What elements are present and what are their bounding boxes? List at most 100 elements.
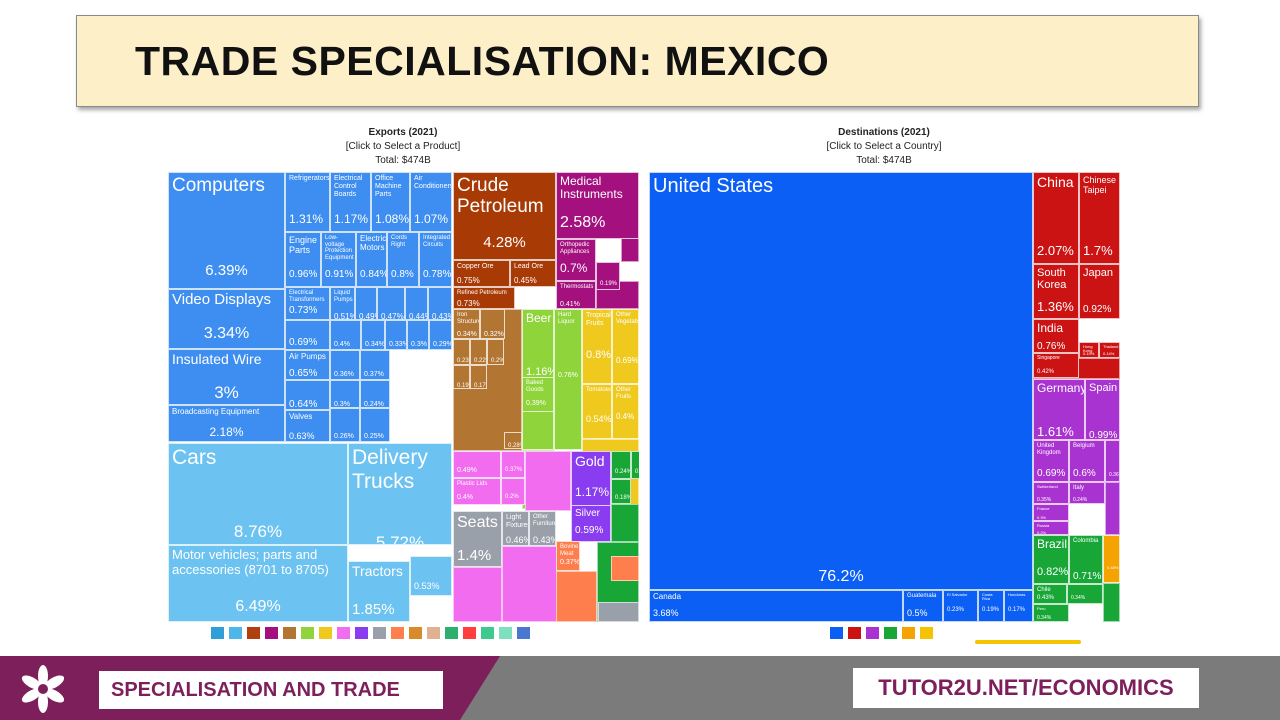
treemap-tile[interactable]: Seats 1.4% bbox=[453, 511, 502, 567]
treemap-tile[interactable]: Singapore 0.42% bbox=[1033, 353, 1079, 378]
metals-icon[interactable] bbox=[282, 626, 297, 640]
treemap-tile[interactable]: Hong Kong 0.19% bbox=[1079, 342, 1099, 358]
treemap-tile[interactable]: Hard Liquor 0.76% bbox=[554, 309, 582, 450]
treemap-tile[interactable]: 0.69% bbox=[285, 320, 330, 350]
treemap-tile[interactable]: Computers 6.39% bbox=[168, 172, 285, 289]
treemap-tile[interactable]: Refrigerators 1.31% bbox=[285, 172, 330, 232]
treemap-tile[interactable]: Japan 0.92% bbox=[1079, 264, 1120, 319]
treemap-tile[interactable]: Iron Structures 0.34% bbox=[453, 309, 480, 339]
treemap-tile[interactable]: United Kingdom 0.69% bbox=[1033, 440, 1069, 482]
precious-icon[interactable] bbox=[354, 626, 369, 640]
timeline-slider[interactable] bbox=[975, 640, 1081, 644]
exports-subtitle[interactable]: [Click to Select a Product] bbox=[345, 141, 461, 152]
destinations-treemap[interactable]: United States 76.2% Canada 3.68% Guatemala 0.… bbox=[649, 172, 1120, 622]
minor-product-cells[interactable] bbox=[453, 567, 502, 622]
minor-product-cells[interactable] bbox=[611, 504, 639, 542]
treemap-tile[interactable]: 0.26% bbox=[330, 408, 360, 442]
south-america-icon[interactable] bbox=[883, 626, 898, 640]
treemap-tile[interactable]: Video Displays 3.34% bbox=[168, 289, 285, 349]
minor-product-cells[interactable] bbox=[611, 556, 639, 581]
treemap-tile[interactable]: 0.2% bbox=[487, 339, 504, 365]
treemap-tile[interactable]: Canada 3.68% bbox=[649, 590, 903, 622]
treemap-tile[interactable]: 0.22% bbox=[470, 339, 487, 365]
treemap-tile[interactable]: Guatemala 0.5% bbox=[903, 590, 943, 622]
paper-icon[interactable] bbox=[444, 626, 459, 640]
treemap-tile[interactable]: Motor vehicles; parts and accessories (8… bbox=[168, 545, 348, 622]
treemap-tile[interactable]: Electric Motors 0.84% bbox=[356, 232, 387, 287]
treemap-tile[interactable]: Crude Petroleum 4.28% bbox=[453, 172, 556, 260]
treemap-tile[interactable]: Tractors 1.85% bbox=[348, 561, 410, 622]
treemap-tile[interactable]: Electrical Control Boards 1.17% bbox=[330, 172, 371, 232]
treemap-tile[interactable]: 0.43% bbox=[428, 287, 452, 320]
treemap-tile[interactable]: Low-voltage Protection Equipment 0.91% bbox=[321, 232, 356, 287]
treemap-tile[interactable]: 0.19% bbox=[596, 262, 620, 290]
treemap-tile[interactable]: 0.19% bbox=[453, 365, 470, 389]
treemap-tile[interactable]: 0.64% bbox=[285, 380, 330, 410]
treemap-tile[interactable]: Orthopedic Appliances 0.7% bbox=[556, 239, 596, 281]
treemap-tile[interactable]: Tomatoes 0.54% bbox=[582, 384, 612, 439]
treemap-tile[interactable]: India 0.76% bbox=[1033, 319, 1079, 353]
oceania-icon[interactable] bbox=[919, 626, 934, 640]
treemap-tile[interactable]: El Salvador 0.23% bbox=[943, 590, 978, 622]
treemap-tile[interactable]: Air Pumps 0.65% bbox=[285, 350, 330, 380]
wood-icon[interactable] bbox=[408, 626, 423, 640]
treemap-tile[interactable]: 0.24% bbox=[360, 380, 390, 408]
treemap-tile[interactable]: Peru 0.34% bbox=[1033, 604, 1069, 622]
treemap-tile[interactable]: 0.47% bbox=[377, 287, 405, 320]
instruments-icon[interactable] bbox=[264, 626, 279, 640]
treemap-tile[interactable]: Lead Ore 0.45% bbox=[510, 260, 556, 287]
weapons-icon[interactable] bbox=[480, 626, 495, 640]
minor-product-cells[interactable] bbox=[598, 602, 639, 622]
treemap-tile[interactable]: Delivery Trucks 5.72% bbox=[348, 443, 452, 545]
art-icon[interactable] bbox=[498, 626, 513, 640]
africa-icon[interactable] bbox=[901, 626, 916, 640]
treemap-tile[interactable]: Bovine Meat 0.37% bbox=[556, 541, 580, 571]
treemap-tile[interactable]: Insulated Wire 3% bbox=[168, 349, 285, 405]
export-category-icons[interactable] bbox=[210, 626, 531, 640]
treemap-tile[interactable]: 0.18% bbox=[611, 479, 631, 504]
treemap-tile[interactable]: 0.4% bbox=[330, 320, 361, 350]
treemap-tile[interactable]: 0.49% bbox=[355, 287, 377, 320]
treemap-tile[interactable]: 0.24% bbox=[611, 451, 631, 479]
treemap-tile[interactable]: Baked Goods 0.39% bbox=[522, 377, 554, 412]
treemap-tile[interactable]: 0.29% bbox=[429, 320, 452, 350]
foodstuffs-icon[interactable] bbox=[300, 626, 315, 640]
treemap-tile[interactable]: Tropical Fruits 0.8% bbox=[582, 309, 612, 384]
treemap-tile[interactable]: 0.32% bbox=[480, 309, 505, 339]
treemap-tile[interactable]: Integrated Circuits 0.78% bbox=[419, 232, 452, 287]
destination-region-icons[interactable] bbox=[829, 626, 934, 640]
treemap-tile[interactable]: 0.33% bbox=[385, 320, 407, 350]
treemap-tile[interactable]: Russia 0.2% bbox=[1033, 521, 1069, 535]
minor-product-cells[interactable] bbox=[1105, 482, 1120, 535]
treemap-tile[interactable]: Valves 0.63% bbox=[285, 410, 330, 442]
chemicals-icon[interactable] bbox=[210, 626, 225, 640]
footwear-icon[interactable] bbox=[462, 626, 477, 640]
treemap-tile[interactable]: Thailand 0.14% bbox=[1099, 342, 1120, 358]
treemap-tile[interactable]: Spain 0.99% bbox=[1085, 379, 1120, 440]
north-america-icon[interactable] bbox=[829, 626, 844, 640]
treemap-tile[interactable]: 0.37% bbox=[360, 350, 390, 380]
treemap-tile[interactable]: Costa Rica 0.19% bbox=[978, 590, 1004, 622]
treemap-tile[interactable]: Cars 8.76% bbox=[168, 443, 348, 545]
asia-icon[interactable] bbox=[847, 626, 862, 640]
website-link[interactable]: TUTOR2U.NET/ECONOMICS bbox=[853, 668, 1199, 708]
treemap-tile[interactable]: South Korea 1.36% bbox=[1033, 264, 1079, 319]
treemap-tile[interactable]: Light Fixtures 0.46% bbox=[502, 511, 529, 546]
europe-icon[interactable] bbox=[865, 626, 880, 640]
treemap-tile[interactable]: Brazil 0.82% bbox=[1033, 535, 1069, 584]
treemap-tile[interactable]: 0.3% bbox=[407, 320, 429, 350]
treemap-tile[interactable]: 0.34% bbox=[361, 320, 385, 350]
treemap-tile[interactable]: Medical Instruments 2.58% bbox=[556, 172, 639, 239]
treemap-tile[interactable]: Other Vegetables 0.69% bbox=[612, 309, 639, 384]
treemap-tile[interactable]: Air Conditioners 1.07% bbox=[410, 172, 452, 232]
textiles-icon[interactable] bbox=[228, 626, 243, 640]
treemap-tile[interactable]: Thermostats 0.41% bbox=[556, 281, 596, 309]
misc-icon[interactable] bbox=[372, 626, 387, 640]
minor-product-cells[interactable] bbox=[556, 571, 597, 622]
treemap-tile[interactable]: 0.36% bbox=[330, 350, 360, 380]
exports-treemap[interactable]: Computers 6.39% Refrigerators 1.31% Electric… bbox=[168, 172, 639, 622]
treemap-tile[interactable]: Belgium 0.6% bbox=[1069, 440, 1105, 482]
treemap-tile[interactable]: 0.3% bbox=[330, 380, 360, 408]
treemap-tile[interactable]: Other Furniture 0.43% bbox=[529, 511, 556, 546]
minor-product-cells[interactable] bbox=[525, 451, 571, 511]
